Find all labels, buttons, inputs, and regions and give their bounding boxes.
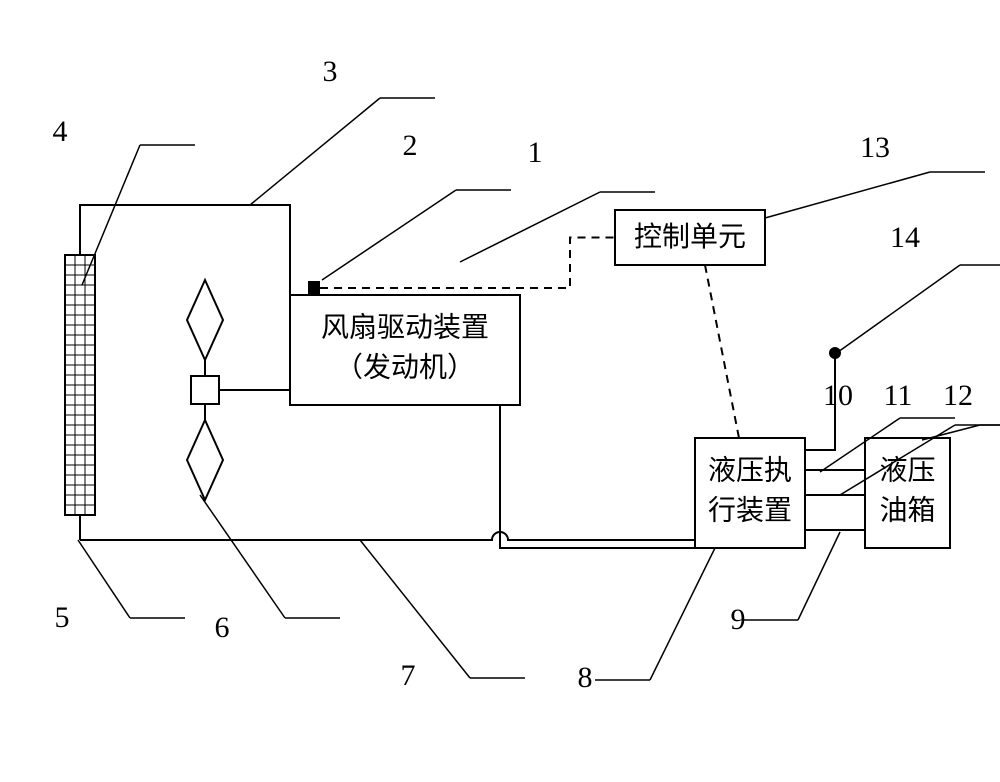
radiator-block — [65, 255, 95, 515]
leader-line-1 — [460, 192, 600, 262]
hydraulic-actuator-block: 液压执 行装置 — [695, 438, 805, 548]
callout-number-10: 10 — [823, 379, 853, 412]
leader-line-13 — [765, 172, 930, 218]
leader-line-7 — [360, 540, 470, 678]
fan-driver-block: 风扇驱动装置 （发动机） — [290, 295, 520, 405]
control-unit-label: 控制单元 — [634, 221, 746, 253]
fan-driver-label-1: 风扇驱动装置 — [321, 311, 489, 343]
hydraulic-actuator-label-2: 行装置 — [708, 494, 792, 526]
temperature-sensor-icon — [308, 281, 320, 295]
callout-number-12: 12 — [943, 379, 973, 412]
hydraulic-fan-system-diagram: 风扇驱动装置 （发动机） 控制单元 液压执 行装置 液压 油箱 12345678… — [0, 0, 1000, 782]
callout-number-8: 8 — [578, 661, 593, 694]
callout-leaders: 1234567891011121314 — [53, 55, 1000, 694]
leader-line-8 — [650, 548, 715, 680]
callout-number-5: 5 — [55, 601, 70, 634]
fan-driver-label-2: （发动机） — [335, 351, 475, 383]
leader-line-2 — [322, 190, 456, 280]
control-unit-block: 控制单元 — [615, 210, 765, 265]
callout-number-13: 13 — [860, 131, 890, 164]
hydraulic-tank-label-2: 油箱 — [879, 494, 935, 526]
callout-number-1: 1 — [528, 136, 543, 169]
callout-number-9: 9 — [731, 603, 746, 636]
callout-number-4: 4 — [53, 115, 68, 148]
leader-line-5 — [78, 540, 130, 618]
leader-line-6 — [200, 495, 285, 618]
callout-number-2: 2 — [403, 129, 418, 162]
fan-assembly — [187, 280, 290, 500]
leader-line-3 — [250, 98, 380, 205]
hydraulic-actuator-label-1: 液压执 — [708, 454, 792, 486]
leader-line-14 — [838, 265, 960, 352]
callout-number-6: 6 — [215, 611, 230, 644]
hydraulic-tank-label-1: 液压 — [879, 454, 935, 486]
callout-number-14: 14 — [890, 221, 920, 254]
callout-number-11: 11 — [884, 379, 913, 412]
leader-line-4 — [82, 145, 140, 285]
callout-number-3: 3 — [323, 55, 338, 88]
callout-number-7: 7 — [401, 659, 416, 692]
